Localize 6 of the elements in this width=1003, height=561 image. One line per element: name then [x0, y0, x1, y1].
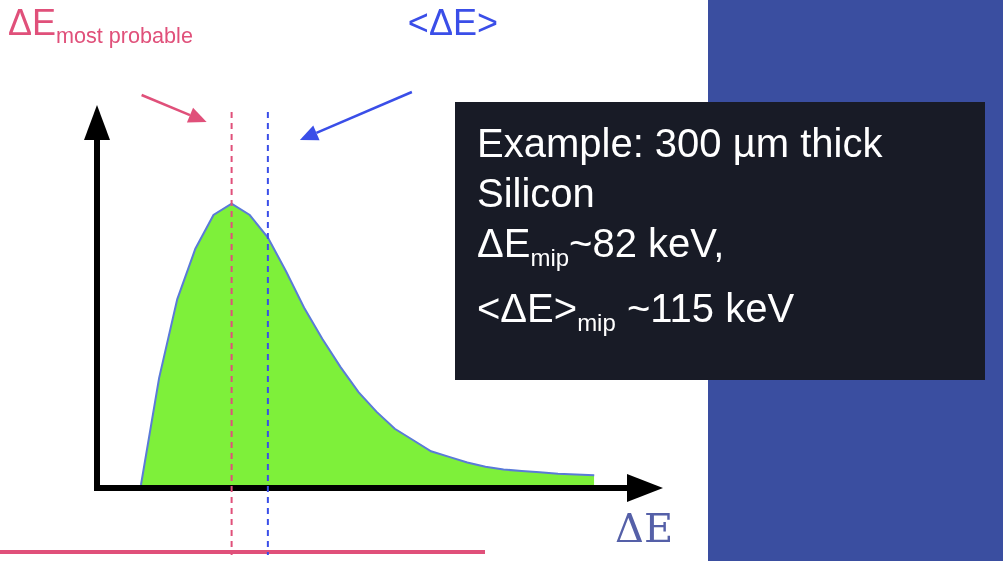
- annotation: Example: 300 µm thick Silicon: [477, 120, 884, 217]
- annotation: ΔE$_{mip}$~82 keV,: [477, 220, 726, 273]
- text: ΔE$_{most probable}$: [8, 2, 193, 50]
- text: <ΔE>: [407, 2, 498, 44]
- x-axis-title: ΔE: [615, 505, 674, 551]
- annotation: <ΔE>$_{mip}$ ~115 keV: [477, 285, 796, 338]
